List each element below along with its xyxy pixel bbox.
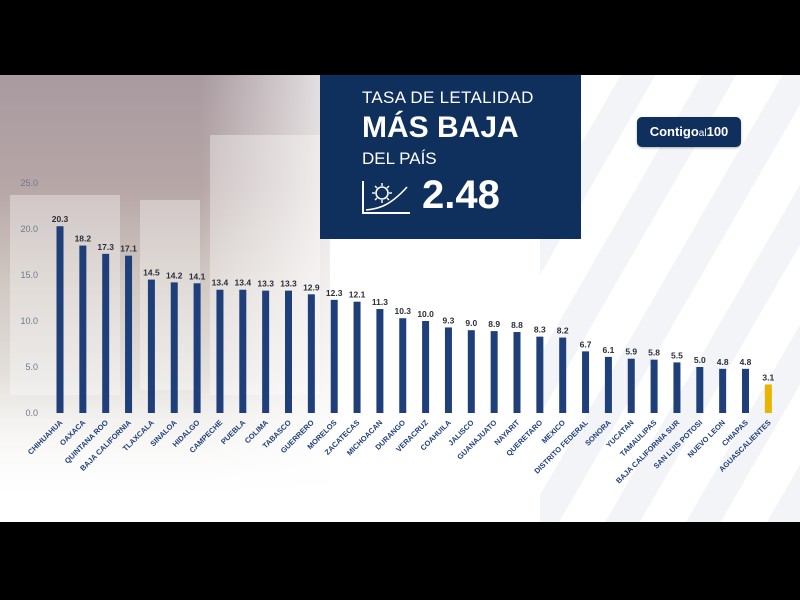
bar (147, 279, 155, 413)
title-line-2: MÁS BAJA (362, 111, 519, 144)
y-tick-label: 15.0 (20, 270, 38, 280)
bar (102, 253, 110, 413)
bar (422, 321, 430, 413)
title-box: TASA DE LETALIDAD MÁS BAJA DEL PAÍS 2.48 (320, 75, 581, 239)
bar-value-label: 14.5 (143, 268, 160, 278)
bar-value-label: 17.3 (97, 242, 114, 252)
bar-value-label: 5.8 (648, 348, 660, 358)
bar-value-label: 3.1 (762, 372, 774, 382)
bar (216, 289, 224, 413)
bar-value-label: 8.3 (534, 325, 546, 335)
category-label: PUEBLA (219, 418, 248, 447)
title-line-3: DEL PAÍS (362, 149, 437, 168)
bar (604, 356, 612, 413)
lethality-rate-value: 2.48 (422, 173, 500, 217)
bar (536, 336, 544, 413)
bar (742, 368, 749, 413)
contigo-al-100-logo: Contigoal100 (637, 117, 741, 147)
bar-value-label: 4.8 (740, 357, 752, 367)
logo-text-2: al (698, 128, 707, 139)
bar (444, 327, 452, 413)
bar-value-label: 12.3 (326, 288, 343, 298)
bar-value-label: 14.1 (189, 271, 206, 281)
bar-value-label: 13.3 (280, 279, 297, 289)
bar-value-label: 6.1 (602, 345, 614, 355)
bar-value-label: 5.9 (625, 347, 637, 357)
bar-value-label: 14.2 (166, 270, 183, 280)
bar (650, 359, 658, 413)
bar (673, 362, 681, 413)
category-label: CHIHUAHUA (26, 418, 65, 457)
bar-value-label: 5.0 (694, 355, 706, 365)
bar-value-label: 12.9 (303, 282, 320, 292)
bar (696, 367, 704, 413)
bar-value-label: 6.7 (580, 339, 592, 349)
logo-text-3: 100 (706, 124, 729, 139)
bar-value-label: 13.4 (212, 278, 229, 288)
bar-value-label: 20.3 (52, 214, 69, 224)
bar-value-label: 10.3 (394, 306, 411, 316)
virus-chart-icon (362, 181, 410, 214)
bar (330, 299, 338, 413)
bar (307, 294, 315, 413)
bar (56, 226, 64, 413)
bar (399, 318, 407, 413)
bar (627, 358, 635, 413)
bar (79, 245, 87, 413)
y-tick-label: 0.0 (25, 408, 38, 418)
bar-value-label: 9.3 (443, 315, 455, 325)
bar (764, 384, 772, 413)
y-tick-label: 5.0 (25, 362, 38, 372)
bar-value-label: 12.1 (349, 290, 366, 300)
slide: TASA DE LETALIDAD MÁS BAJA DEL PAÍS 2.48… (0, 75, 800, 522)
bar-value-label: 18.2 (75, 234, 92, 244)
bar-value-label: 11.3 (372, 297, 388, 307)
bar-value-label: 13.3 (257, 279, 274, 289)
bar-value-label: 17.1 (120, 244, 137, 254)
y-tick-label: 25.0 (20, 178, 38, 188)
bar-value-label: 8.2 (557, 326, 569, 336)
bar (353, 301, 361, 413)
title-line-1: TASA DE LETALIDAD (362, 88, 534, 107)
bar (193, 283, 201, 413)
bar (285, 290, 292, 413)
bar (719, 368, 727, 413)
bar (467, 330, 475, 413)
bar-value-label: 9.0 (465, 318, 477, 328)
bar-value-label: 8.9 (488, 319, 500, 329)
bar (490, 331, 498, 413)
bar-value-label: 13.4 (235, 278, 252, 288)
bar (376, 309, 384, 413)
bar (125, 255, 133, 413)
bar-value-label: 5.5 (671, 350, 683, 360)
bar (513, 332, 521, 413)
y-tick-label: 10.0 (20, 316, 38, 326)
bar-value-label: 10.0 (417, 309, 434, 319)
logo-text-1: Contigo (649, 124, 699, 139)
bar (239, 289, 247, 413)
bar (170, 282, 178, 413)
bar (559, 337, 567, 413)
bar (582, 351, 590, 413)
bar (262, 290, 270, 413)
bar-value-label: 8.8 (511, 320, 523, 330)
bar-value-label: 4.8 (717, 357, 729, 367)
y-tick-label: 20.0 (20, 224, 38, 234)
diagonal-pattern (540, 75, 800, 522)
bar-chart: 0.05.010.015.020.025.020.3CHIHUAHUA18.2O… (20, 178, 774, 485)
